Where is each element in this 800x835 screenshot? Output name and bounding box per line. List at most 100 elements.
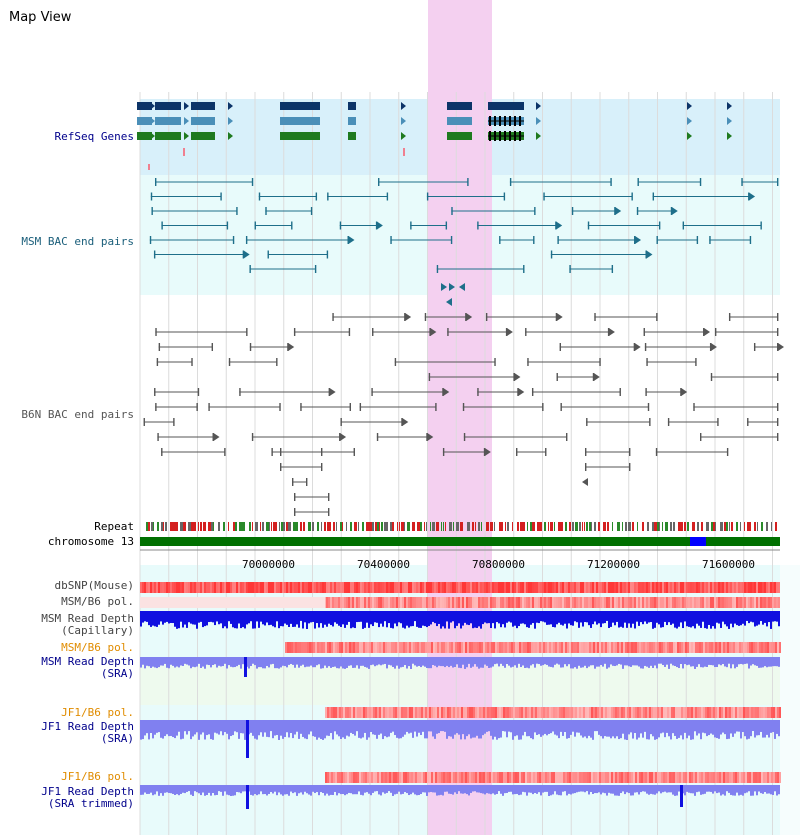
msm-depth-sra — [522, 657, 524, 666]
jf1-depth-sra — [578, 720, 580, 733]
jf1-depth-sra — [198, 720, 200, 740]
msm-pol-heat — [698, 597, 700, 608]
msm-depth-capillary — [774, 611, 776, 622]
dbsnp-heat — [600, 582, 602, 593]
b6n-bac-label[interactable]: B6N BAC end pairs — [21, 408, 134, 421]
jf1-depth-trimmed — [666, 785, 668, 793]
msm-bac-end — [249, 265, 251, 273]
msm-pol-label-2[interactable]: MSM/B6 pol. — [61, 641, 134, 654]
msm-pol2-heat — [411, 642, 413, 653]
msm-pol-heat — [248, 597, 250, 608]
b6n-bac-end — [693, 403, 695, 411]
gene-arrow — [536, 102, 541, 110]
msm-depth-sra-spike — [244, 657, 247, 677]
repeat-label[interactable]: Repeat — [94, 520, 134, 533]
jf1-depth-trimmed — [570, 785, 572, 795]
msm-depth-capillary — [250, 611, 252, 622]
jf1-pol-heat — [697, 707, 699, 718]
repeat-element — [213, 522, 214, 531]
msm-pol-heat — [412, 597, 414, 608]
jf1-pol-heat — [631, 707, 633, 718]
msm-pol-heat — [300, 597, 302, 608]
msm-depth-sra — [382, 657, 384, 665]
dbsnp-heat — [674, 582, 676, 593]
jf1-depth-trimmed — [778, 785, 780, 795]
msm-pol-heat — [346, 597, 348, 608]
dbsnp-heat — [408, 582, 410, 593]
jf1-depth-sra — [452, 720, 454, 739]
jf1-pol-label-2[interactable]: JF1/B6 pol. — [61, 770, 134, 783]
msm-bac-label[interactable]: MSM BAC end pairs — [21, 235, 134, 248]
jf1-pol2-heat — [699, 772, 701, 783]
msm-depth-sra — [510, 657, 512, 668]
msm-bac-end — [220, 192, 222, 201]
jf1-depth-trimmed — [290, 785, 292, 792]
msm-pol-label-1[interactable]: MSM/B6 pol. — [61, 595, 134, 608]
repeat-element — [255, 522, 258, 531]
msm-depth-capillary — [618, 611, 620, 628]
msm-pol-heat — [164, 597, 166, 608]
dbsnp-heat — [678, 582, 680, 593]
msm-pol2-heat — [713, 642, 715, 653]
msm-pol-heat — [584, 597, 586, 608]
jf1-pol2-heat — [577, 772, 579, 783]
jf1-depth-trimmed — [234, 785, 236, 796]
refseq-genes-label[interactable]: RefSeq Genes — [54, 130, 134, 143]
jf1-depth-trimmed-label[interactable]: JF1 Read Depth (SRA trimmed) — [41, 786, 134, 810]
msm-depth-sra — [378, 657, 380, 665]
jf1-depth-trimmed — [734, 785, 736, 796]
jf1-depth-trimmed — [302, 785, 304, 795]
dbsnp-heat — [474, 582, 476, 593]
jf1-pol2-heat — [667, 772, 669, 783]
msm-depth-sra-label[interactable]: MSM Read Depth (SRA) — [41, 656, 134, 680]
msm-depth-sra — [720, 657, 722, 666]
msm-depth-capillary-label[interactable]: MSM Read Depth (Capillary) — [41, 613, 134, 637]
msm-depth-capillary — [146, 611, 148, 622]
repeat-element — [183, 522, 185, 531]
msm-depth-capillary — [664, 611, 666, 622]
jf1-pol2-heat — [669, 772, 671, 783]
msm-depth-capillary — [252, 611, 254, 629]
jf1-depth-trimmed — [236, 785, 238, 793]
dbsnp-heat — [760, 582, 762, 593]
dbsnp-label[interactable]: dbSNP(Mouse) — [54, 579, 134, 592]
msm-depth-sra — [748, 657, 750, 669]
msm-pol2-heat — [441, 642, 443, 653]
jf1-depth-sra-label[interactable]: JF1 Read Depth (SRA) — [41, 721, 134, 745]
msm-pol2-heat — [375, 642, 377, 653]
jf1-depth-sra — [418, 720, 420, 733]
jf1-pol2-heat — [585, 772, 587, 783]
jf1-depth-sra — [456, 720, 458, 734]
chromosome-track-label[interactable]: chromosome 13 — [47, 535, 134, 548]
msm-depth-capillary — [602, 611, 604, 624]
msm-depth-capillary — [536, 611, 538, 623]
msm-pol-heat — [366, 597, 368, 608]
msm-depth-sra — [270, 657, 272, 665]
msm-depth-sra — [496, 657, 498, 664]
msm-pol2-heat — [321, 642, 323, 653]
jf1-pol-heat — [437, 707, 439, 718]
chromosome-ideogram[interactable] — [528, 53, 652, 63]
msm-bac-end — [347, 236, 349, 244]
msm-pol-heat — [524, 597, 526, 608]
msm-bac-end — [709, 236, 711, 244]
msm-depth-capillary — [258, 611, 260, 628]
jf1-depth-trimmed — [386, 785, 388, 793]
jf1-depth-trimmed — [776, 785, 778, 796]
jf1-depth-sra — [656, 720, 658, 740]
repeat-element — [242, 522, 245, 531]
msm-pol2-heat — [717, 642, 719, 653]
jf1-depth-sra — [284, 720, 286, 738]
jf1-depth-sra — [774, 720, 776, 739]
jf1-depth-trimmed — [218, 785, 220, 792]
msm-depth-sra — [766, 657, 768, 668]
jf1-pol-label-1[interactable]: JF1/B6 pol. — [61, 706, 134, 719]
msm-depth-sra — [628, 657, 630, 667]
msm-pol2-heat — [467, 642, 469, 653]
jf1-depth-sra — [382, 720, 384, 740]
msm-depth-capillary — [760, 611, 762, 622]
jf1-depth-sra — [586, 720, 588, 739]
msm-depth-capillary — [706, 611, 708, 629]
msm-depth-sra — [494, 657, 496, 665]
msm-depth-capillary — [566, 611, 568, 629]
